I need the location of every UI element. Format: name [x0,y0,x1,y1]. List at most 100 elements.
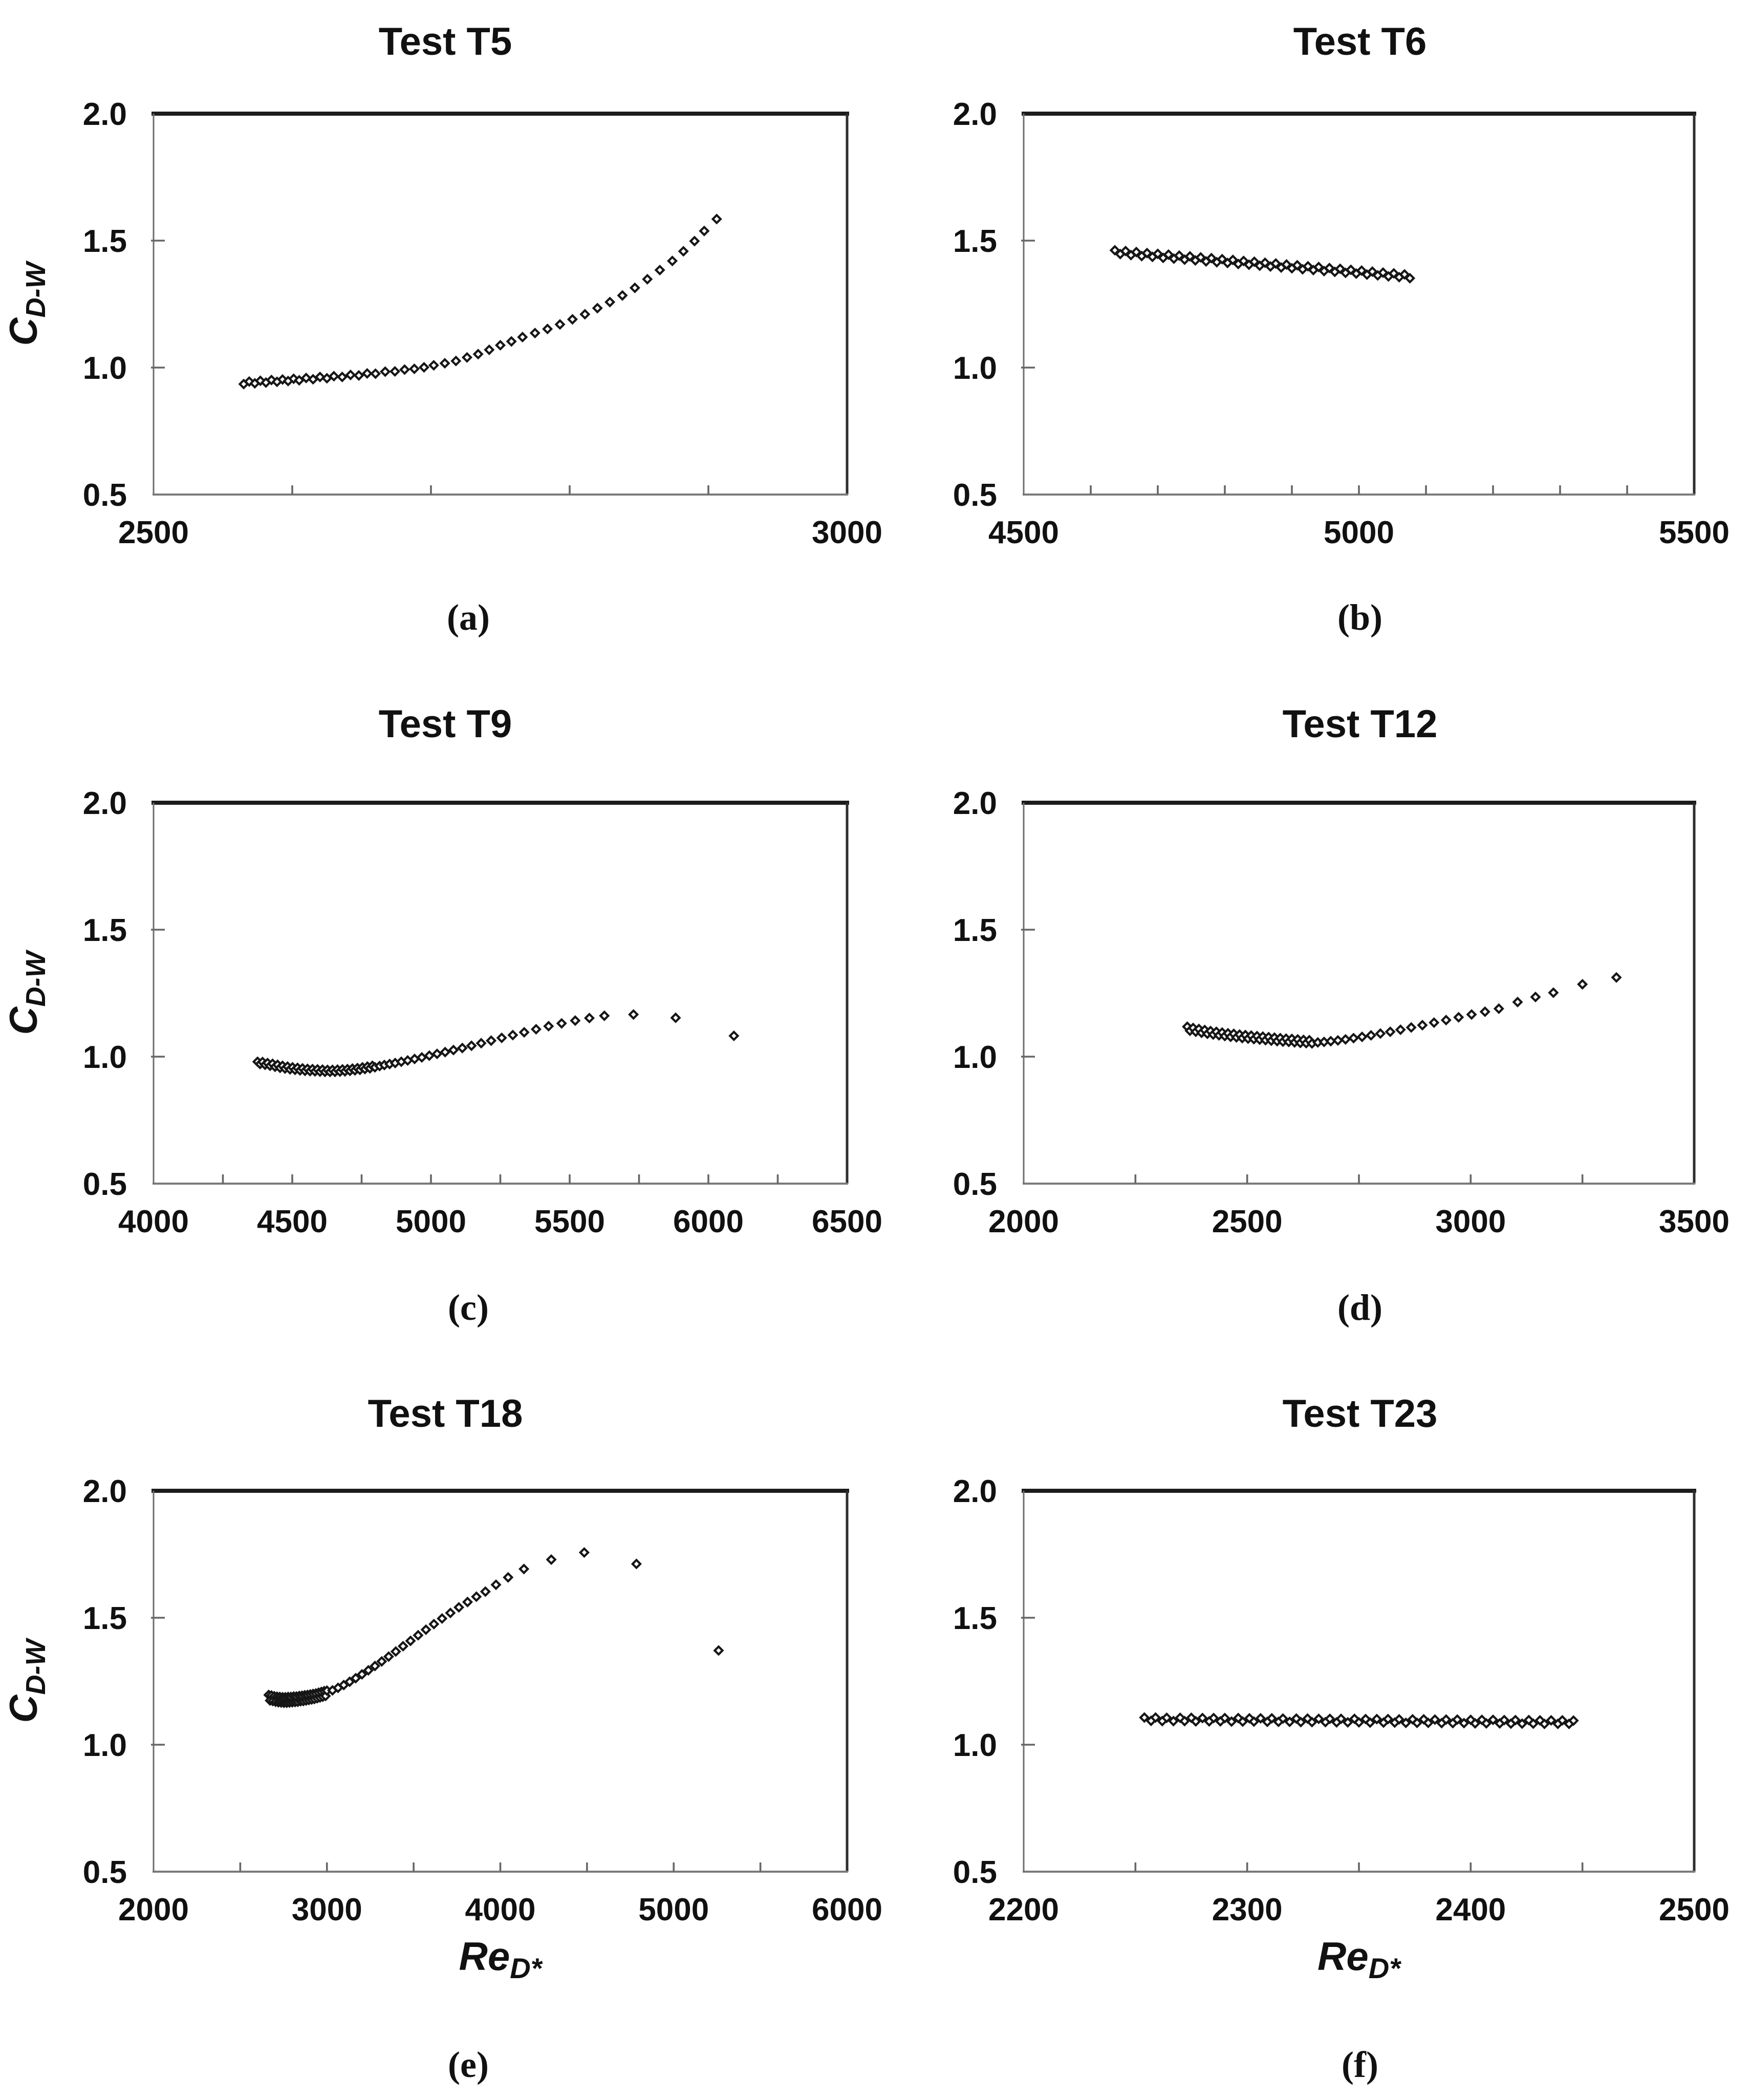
data-point-diamond [518,1026,530,1038]
panel-c: Test T9 4000 4500 5000 5500 6000 6500 0.5 1.0 1.5… [2,702,882,1328]
data-point-diamond [484,344,495,355]
data-point-diamond [1382,1713,1394,1725]
data-point-diamond [1249,256,1260,267]
x-tick-label: 2300 [1212,1892,1283,1927]
data-point-diamond [466,1040,477,1052]
data-point-diamond [1510,1715,1521,1726]
data-point-diamond [1385,1026,1396,1037]
data-point-diamond [1295,1717,1307,1728]
data-point-diamond [1291,260,1303,271]
data-point-diamond [1161,1712,1173,1723]
data-point-diamond [1150,1712,1161,1723]
x-tick-label: 5500 [1659,515,1730,550]
data-point-diamond [642,273,653,285]
y-tick-label: 1.0 [953,1040,997,1075]
data-point-diamond [1168,1716,1179,1727]
data-point-diamond [409,1053,420,1065]
panel-d: Test T12 2000 2500 3000 3500 0.5 1.0 1.5 2.0 (d) [953,702,1730,1328]
x-tick-label: 3000 [1435,1204,1506,1239]
data-point-diamond [397,1640,409,1652]
data-point-diamond [1184,251,1196,262]
data-point-diamond [328,371,339,382]
data-point-diamond [361,368,373,379]
data-series [252,1009,740,1078]
data-point-diamond [1208,1712,1219,1724]
y-tick-label: 2.0 [953,1474,997,1509]
panel-caption: (b) [1337,597,1382,638]
data-point-diamond [1255,1712,1266,1724]
y-tick-label: 0.5 [953,1167,997,1202]
data-point-diamond [1152,248,1163,260]
data-point-diamond [300,372,312,383]
data-point-diamond [1395,1024,1406,1035]
data-series [1109,245,1416,284]
x-tick-label: 5000 [638,1892,709,1927]
data-point-diamond [1548,987,1559,998]
data-point-diamond [1499,1715,1510,1726]
data-point-diamond [578,1547,590,1558]
data-point-diamond [699,225,710,237]
data-point-diamond [543,1020,554,1032]
data-point-diamond [1340,1034,1351,1045]
x-tick-label: 2500 [1212,1204,1283,1239]
data-point-diamond [670,1012,681,1023]
data-point-diamond [1530,991,1541,1003]
data-point-diamond [480,1586,491,1597]
data-point-diamond [1120,245,1131,256]
data-point-diamond [413,1630,424,1641]
data-point-diamond [1284,1716,1295,1727]
data-point-diamond [424,1050,435,1061]
data-point-diamond [599,1010,610,1021]
data-point-diamond [503,1572,514,1583]
data-point-diamond [1109,245,1120,256]
data-point-diamond [1375,1028,1386,1039]
data-point-diamond [486,1035,497,1046]
data-point-diamond [530,1023,542,1035]
y-tick-label: 0.5 [83,478,127,513]
x-tick-label: 6000 [812,1892,882,1927]
data-point-diamond [1422,1717,1434,1728]
y-tick-label: 0.5 [953,1855,997,1890]
data-point-diamond [1568,1715,1579,1726]
data-point-diamond [579,309,591,320]
data-point-diamond [457,1042,468,1054]
panel-caption: (d) [1337,1287,1382,1328]
data-series [238,213,722,390]
data-point-diamond [713,1645,724,1656]
data-point-diamond [440,1046,451,1058]
data-point-diamond [1365,1717,1376,1728]
data-point-diamond [363,1665,374,1676]
data-point-diamond [1190,1716,1201,1727]
y-tick-label: 2.0 [83,1474,127,1509]
data-series [263,1547,724,1708]
x-tick-label: 6000 [673,1204,744,1239]
data-point-diamond [1366,1030,1377,1041]
data-point-diamond [1141,247,1153,259]
data-point-diamond [1195,252,1206,263]
panel-title: Test T18 [368,1392,523,1435]
data-point-diamond [244,376,255,387]
y-tick-label: 2.0 [953,786,997,821]
data-point-diamond [1306,1717,1317,1728]
data-point-diamond [1417,1019,1428,1031]
x-tick-label: 5500 [534,1204,605,1239]
data-point-diamond [1237,1716,1248,1727]
data-point-diamond [1458,1718,1469,1729]
data-point-diamond [529,327,541,339]
data-point-diamond [353,370,364,381]
data-point-diamond [628,1009,639,1020]
data-series [1182,972,1622,1049]
data-point-diamond [711,213,722,225]
y-tick-label: 1.0 [953,1728,997,1763]
y-tick-label: 0.5 [83,1167,127,1202]
data-point-diamond [314,371,326,382]
x-tick-label: 3000 [292,1892,362,1927]
y-tick-label: 2.0 [83,786,127,821]
data-point-diamond [1356,1031,1368,1042]
y-axis-label: CD-W [2,950,51,1035]
y-tick-label: 1.5 [953,1601,997,1636]
panel-title: Test T12 [1283,702,1438,746]
panel-title: Test T6 [1293,20,1426,63]
data-point-diamond [1394,1713,1405,1725]
